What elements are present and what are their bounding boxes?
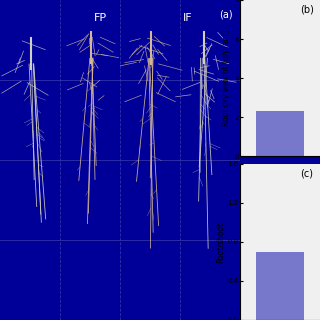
Text: (a): (a) xyxy=(219,10,233,20)
Y-axis label: Root dry weight (g/plant): Root dry weight (g/plant) xyxy=(222,30,231,126)
Text: FP: FP xyxy=(94,13,108,23)
Text: (c): (c) xyxy=(300,169,314,179)
Text: IF: IF xyxy=(182,13,192,23)
Bar xyxy=(256,252,304,320)
Text: (b): (b) xyxy=(300,5,314,15)
Y-axis label: Root/shoot: Root/shoot xyxy=(216,221,225,263)
Bar xyxy=(256,111,304,156)
